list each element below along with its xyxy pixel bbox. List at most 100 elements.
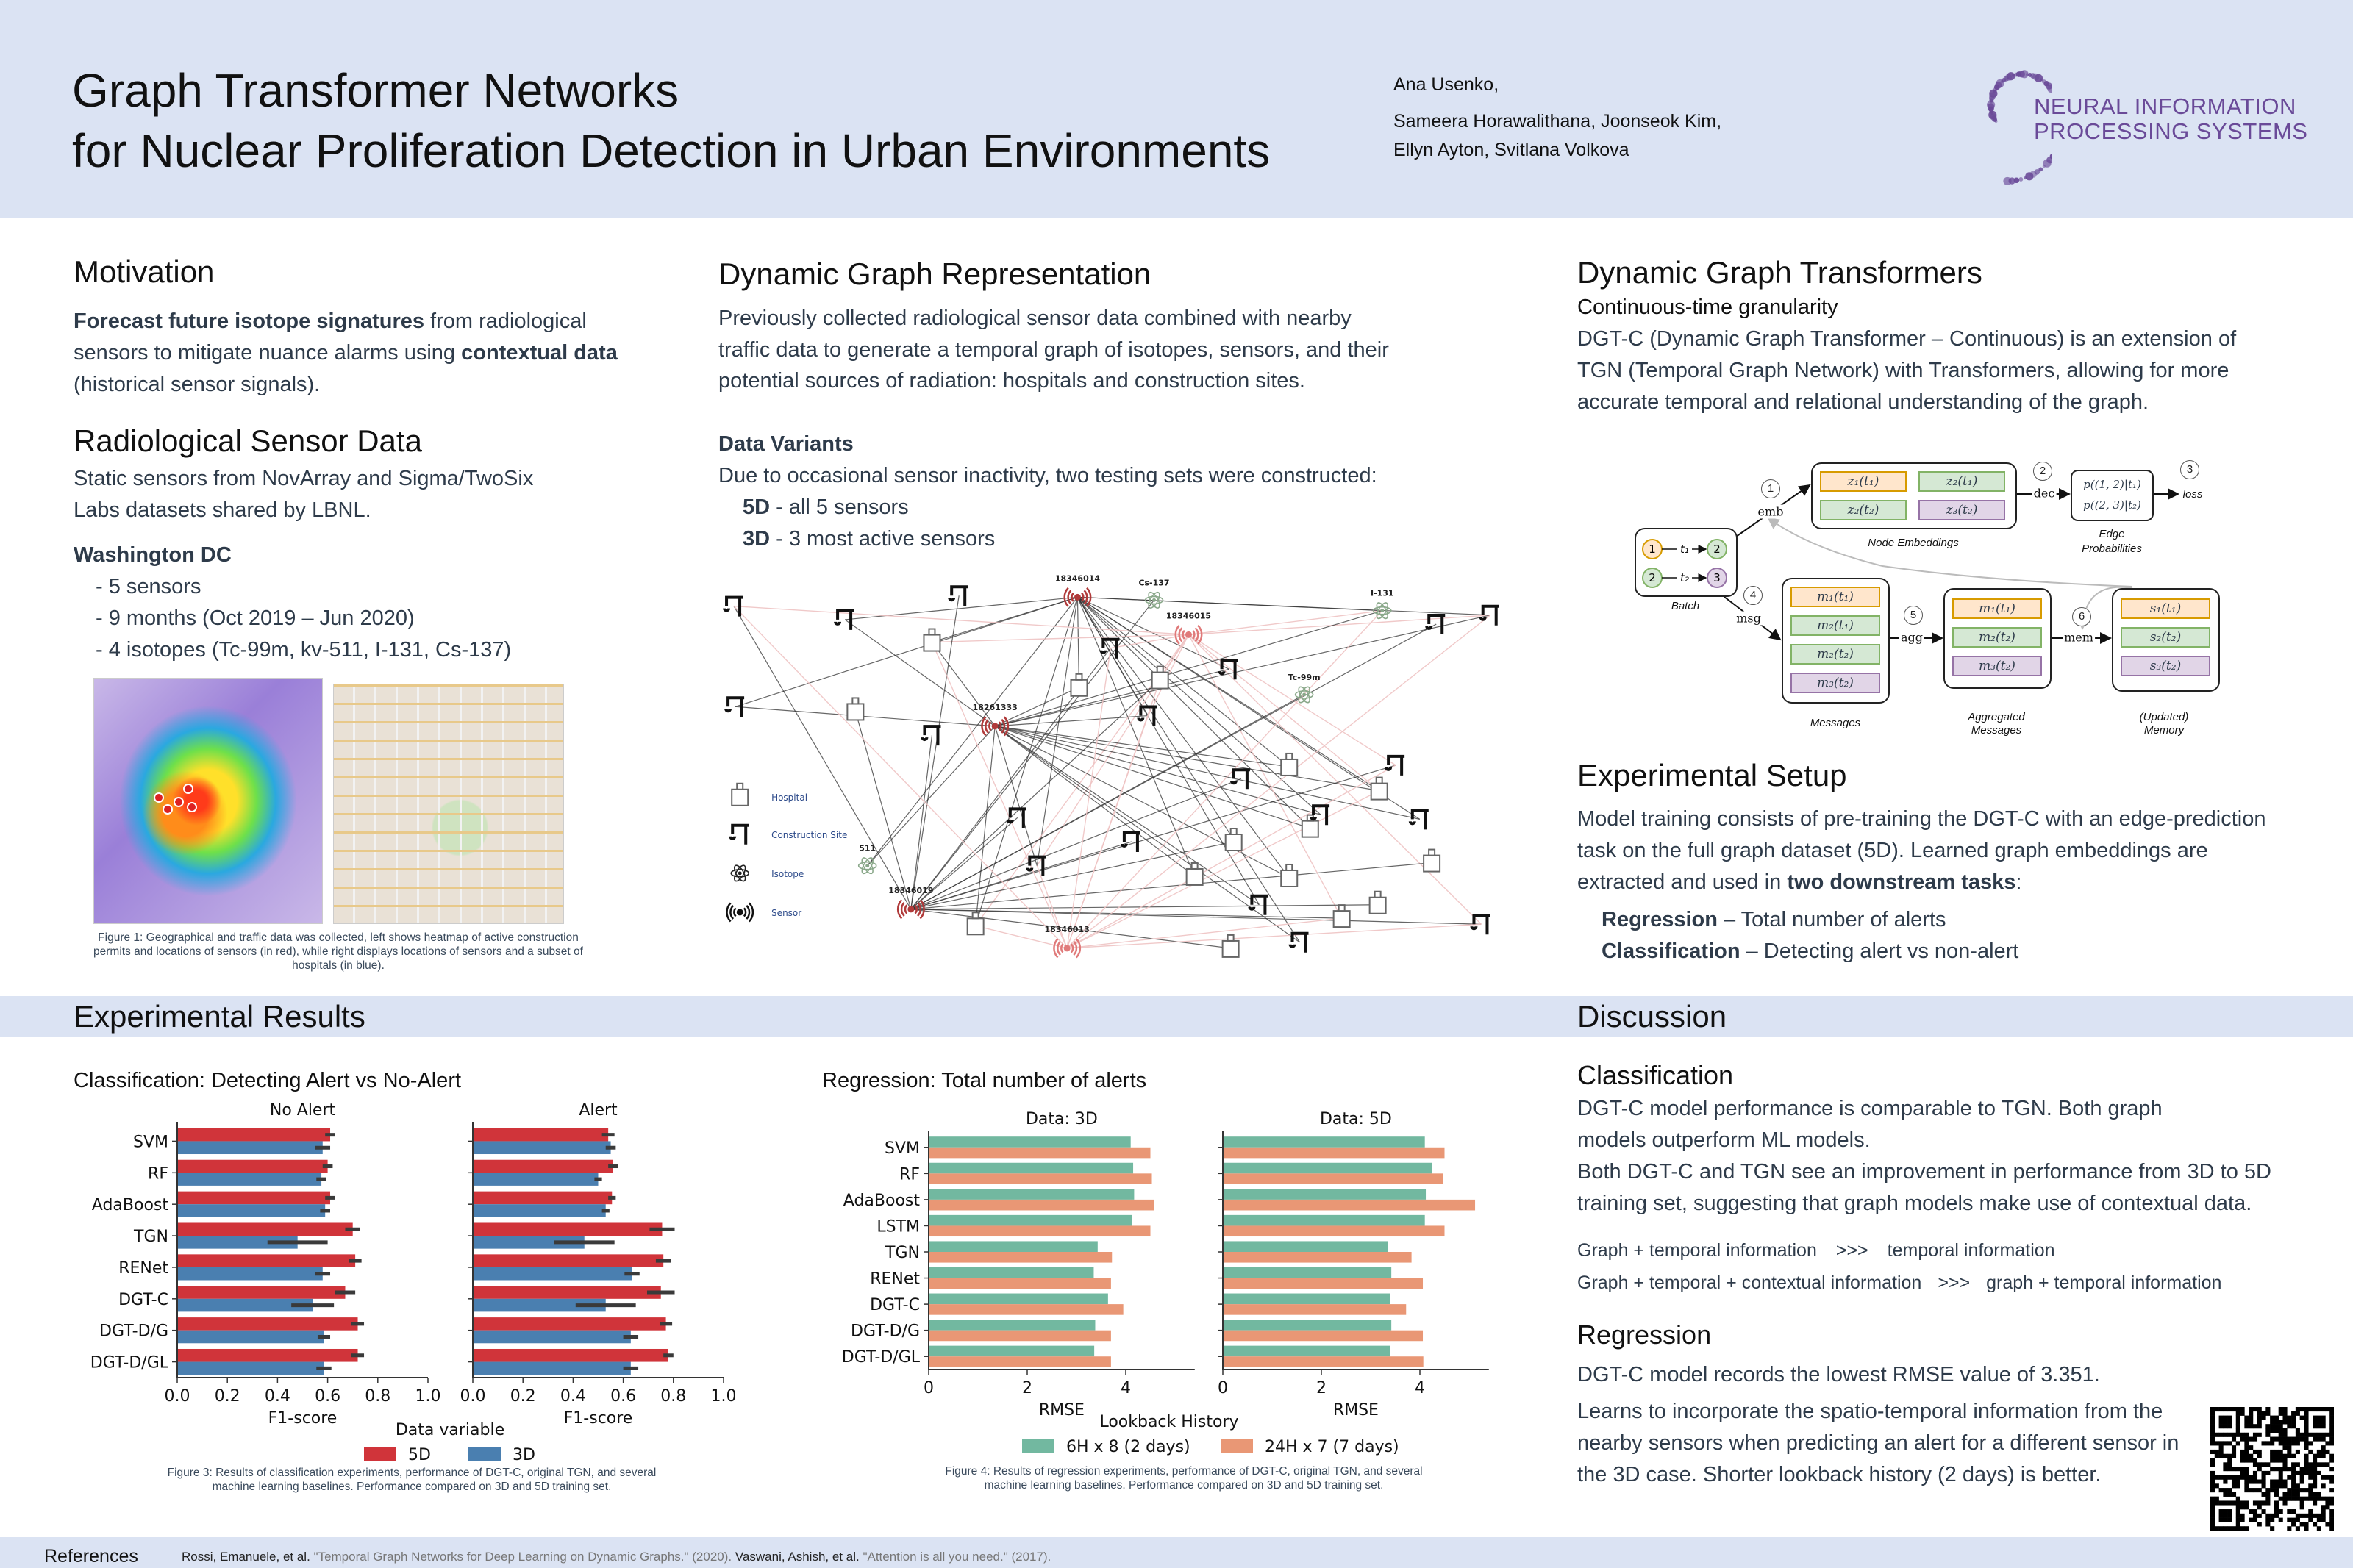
qr-module	[2244, 1467, 2249, 1472]
qr-module	[2313, 1420, 2318, 1425]
qr-module	[2274, 1424, 2279, 1429]
text: temporal information	[1887, 1240, 2055, 1261]
qr-module	[2244, 1449, 2249, 1455]
bar	[929, 1147, 1151, 1159]
construction-site-icon	[1229, 768, 1250, 790]
qr-module	[2210, 1483, 2215, 1489]
bar	[177, 1159, 328, 1173]
variant-3d: 3D - 3 most active sensors	[743, 523, 995, 555]
qr-module	[2304, 1453, 2309, 1458]
ref-title[interactable]: "Temporal Graph Networks for Deep Learni…	[310, 1550, 735, 1564]
qr-module	[2278, 1458, 2283, 1463]
x-axis-label: F1-score	[268, 1409, 338, 1428]
author-line: Ellyn Ayton, Svitlana Volkova	[1393, 140, 1629, 160]
sensor-icon	[896, 899, 925, 920]
qr-module	[2287, 1492, 2292, 1497]
qr-module	[2295, 1432, 2300, 1437]
qr-module	[2214, 1526, 2219, 1531]
results-band	[0, 996, 2353, 1037]
text: Graph + temporal + contextual informatio…	[1577, 1272, 1922, 1293]
qr-module	[2244, 1526, 2249, 1531]
text: Graph + temporal information	[1577, 1240, 1817, 1261]
step-marker: 1	[1761, 479, 1780, 498]
crane-shape	[1310, 804, 1330, 826]
bar	[1223, 1345, 1390, 1357]
qr-module	[2261, 1500, 2266, 1506]
references-band	[0, 1537, 2353, 1568]
qr-module	[2304, 1470, 2309, 1475]
qr-module	[2321, 1483, 2326, 1489]
sensor-data-line: Labs datasets shared by LBNL.	[74, 498, 371, 522]
qr-module	[2278, 1411, 2283, 1416]
qr-module	[2291, 1462, 2296, 1467]
qr-module	[2270, 1436, 2275, 1442]
memory-cell: s₂(t₂)	[2121, 627, 2210, 648]
qr-module	[2210, 1470, 2215, 1475]
qr-module	[2291, 1436, 2296, 1442]
qr-module	[2270, 1483, 2275, 1489]
bar	[177, 1191, 331, 1205]
qr-module	[2325, 1449, 2330, 1455]
hospital-top	[1285, 863, 1293, 871]
category-label: SVM	[133, 1133, 168, 1151]
bar	[177, 1267, 323, 1281]
qr-module	[2261, 1441, 2266, 1446]
qr-module	[2308, 1483, 2313, 1489]
qr-module	[2316, 1453, 2321, 1458]
qr-module	[2291, 1420, 2296, 1425]
logo-dot	[2020, 70, 2029, 79]
ref-title[interactable]: "Attention is all you need." (2017).	[859, 1550, 1051, 1564]
qr-module	[2282, 1496, 2288, 1501]
panel-title: Data: 5D	[1320, 1110, 1392, 1128]
qr-module	[2313, 1470, 2318, 1475]
qr-module	[2329, 1432, 2334, 1437]
step-marker: 3	[2180, 460, 2199, 479]
bar	[473, 1191, 613, 1205]
svg-text:3: 3	[1713, 571, 1721, 584]
qr-module	[2282, 1445, 2288, 1450]
qr-module	[2321, 1462, 2326, 1467]
qr-module	[2210, 1496, 2215, 1501]
graph-edge	[975, 925, 1068, 949]
bar	[929, 1304, 1124, 1315]
qr-code[interactable]	[2210, 1407, 2334, 1531]
qr-module	[2235, 1513, 2240, 1518]
graph-edge	[910, 862, 1432, 910]
qr-module	[2313, 1415, 2318, 1420]
graph-edge	[1066, 790, 1379, 949]
qr-module	[2240, 1458, 2245, 1463]
qr-module	[2261, 1462, 2266, 1467]
category-label: DGT-C	[118, 1291, 168, 1309]
qr-module	[2210, 1526, 2215, 1531]
qr-module	[2329, 1475, 2334, 1480]
bar	[177, 1298, 313, 1312]
qr-module	[2304, 1445, 2309, 1450]
qr-module	[2329, 1411, 2334, 1416]
discussion-classification-heading: Classification	[1577, 1060, 1734, 1090]
qr-module	[2291, 1517, 2296, 1522]
qr-module	[2261, 1411, 2266, 1416]
qr-module	[2265, 1522, 2271, 1527]
discussion-line: DGT-C model performance is comparable to…	[1577, 1097, 2163, 1120]
qr-module	[2223, 1441, 2228, 1446]
qr-module	[2218, 1424, 2224, 1429]
qr-module	[2278, 1436, 2283, 1442]
edge-prob: p((2, 3)|t₂)	[2083, 498, 2141, 512]
qr-module	[2249, 1445, 2254, 1450]
qr-module	[2265, 1492, 2271, 1497]
discussion-heading: Discussion	[1577, 999, 1727, 1034]
qr-module	[2329, 1436, 2334, 1442]
qr-module	[2244, 1436, 2249, 1442]
qr-module	[2287, 1441, 2292, 1446]
qr-module	[2252, 1475, 2258, 1480]
results-heading: Experimental Results	[74, 999, 365, 1034]
qr-module	[2299, 1407, 2304, 1412]
qr-module	[2295, 1407, 2300, 1412]
qr-module	[2223, 1479, 2228, 1484]
bar	[929, 1356, 1111, 1367]
hospital-body	[1423, 854, 1441, 873]
qr-module	[2316, 1517, 2321, 1522]
qr-module	[2308, 1407, 2313, 1412]
qr-module	[2313, 1522, 2318, 1527]
bar	[929, 1252, 1113, 1263]
